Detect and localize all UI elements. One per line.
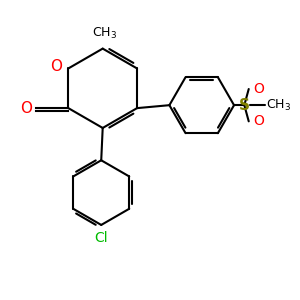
- Text: CH$_3$: CH$_3$: [92, 26, 117, 41]
- Text: Cl: Cl: [94, 231, 108, 245]
- Text: O: O: [50, 59, 62, 74]
- Text: CH$_3$: CH$_3$: [266, 98, 292, 113]
- Text: O: O: [20, 100, 32, 116]
- Text: O: O: [253, 114, 264, 128]
- Text: S: S: [239, 98, 250, 113]
- Text: O: O: [253, 82, 264, 96]
